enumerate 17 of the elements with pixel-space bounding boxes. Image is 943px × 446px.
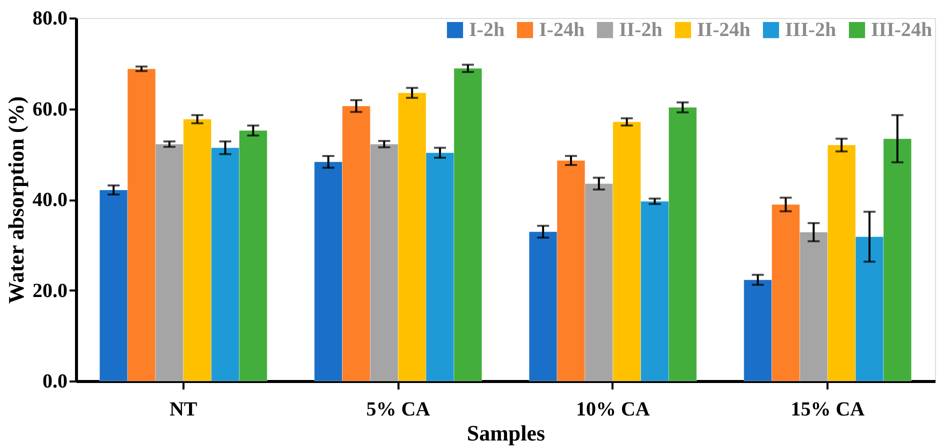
legend-label: III-24h — [871, 19, 932, 41]
y-tick-label: 40.0 — [32, 189, 68, 211]
x-tick-label: 5% CA — [366, 398, 431, 420]
y-tick-label: 80.0 — [32, 8, 68, 30]
x-tick-label: 15% CA — [790, 398, 866, 420]
legend-label: II-2h — [619, 19, 662, 41]
x-tick-label: NT — [169, 398, 198, 420]
x-tick-label: 10% CA — [576, 398, 650, 420]
y-tick-label: 0.0 — [42, 370, 68, 392]
legend-label: II-24h — [697, 19, 750, 41]
legend-label: I-2h — [469, 19, 505, 41]
x-axis-title: Samples — [466, 420, 546, 446]
legend-label: I-24h — [539, 19, 585, 41]
y-axis-title: Water absorption (%) — [4, 96, 28, 304]
y-tick-label: 60.0 — [32, 98, 68, 120]
legend-label: III-2h — [785, 19, 836, 41]
y-tick-label: 20.0 — [32, 280, 68, 302]
